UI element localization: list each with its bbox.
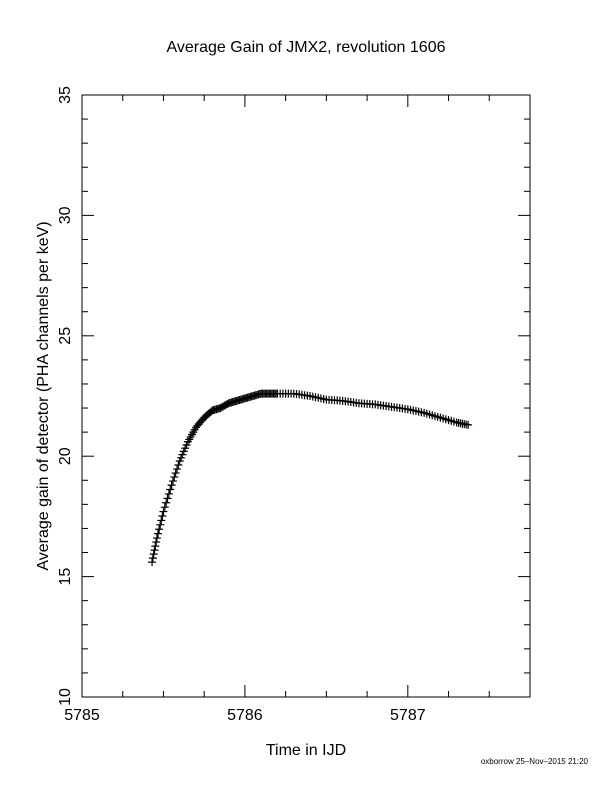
data-point (166, 485, 175, 494)
data-point (171, 469, 180, 478)
footer-stamp: oxborrow 25–Nov–2015 21:20 (480, 757, 588, 766)
plot-frame (81, 94, 531, 698)
data-point (155, 525, 164, 534)
x-tick-label: 5787 (390, 707, 426, 724)
data-point (152, 534, 161, 543)
x-tick-label: 5785 (64, 707, 100, 724)
x-axis-label: Time in IJD (266, 742, 346, 759)
data-point (157, 516, 166, 525)
y-tick-label: 20 (57, 447, 74, 465)
y-axis-label: Average gain of detector (PHA channels p… (35, 221, 52, 570)
data-point (148, 558, 157, 567)
data-point (163, 494, 172, 503)
data-point (174, 461, 183, 470)
x-tick-label: 5786 (227, 707, 263, 724)
data-point (149, 550, 158, 559)
axis-ticks (81, 94, 531, 698)
data-point (168, 477, 177, 486)
y-tick-labels: 10 15 20 25 30 35 (57, 86, 74, 706)
y-tick-label: 30 (57, 206, 74, 224)
data-point (150, 546, 159, 555)
y-tick-label: 15 (57, 568, 74, 586)
y-tick-label: 10 (57, 688, 74, 706)
data-point (151, 542, 160, 551)
data-point (160, 503, 169, 512)
data-point (154, 529, 163, 538)
data-point (152, 538, 161, 547)
y-tick-label: 35 (57, 86, 74, 104)
data-point (159, 507, 168, 516)
data-point (158, 511, 167, 520)
data-point (162, 498, 171, 507)
data-point (148, 554, 157, 563)
data-point (156, 520, 165, 529)
chart-title: Average Gain of JMX2, revolution 1606 (167, 39, 446, 56)
data-point (170, 473, 179, 482)
x-tick-labels: 5785 5786 5787 (64, 707, 426, 724)
y-tick-label: 25 (57, 327, 74, 345)
data-points (148, 389, 473, 567)
data-point (164, 489, 173, 498)
data-point (167, 481, 176, 490)
data-point (173, 465, 182, 474)
data-point (464, 420, 473, 429)
